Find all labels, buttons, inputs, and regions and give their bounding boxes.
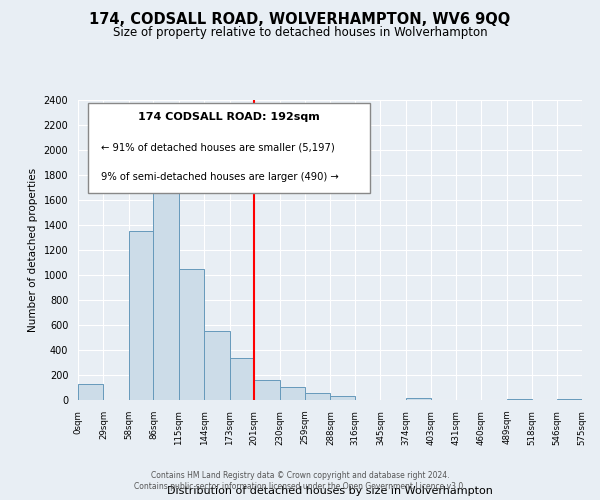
Text: Size of property relative to detached houses in Wolverhampton: Size of property relative to detached ho… bbox=[113, 26, 487, 39]
Bar bbox=[129, 231, 154, 400]
Bar bbox=[331, 396, 355, 400]
Bar bbox=[78, 384, 103, 400]
Text: Contains public sector information licensed under the Open Government Licence v3: Contains public sector information licen… bbox=[134, 482, 466, 491]
X-axis label: Distribution of detached houses by size in Wolverhampton: Distribution of detached houses by size … bbox=[167, 486, 493, 496]
Text: 174 CODSALL ROAD: 192sqm: 174 CODSALL ROAD: 192sqm bbox=[139, 112, 320, 122]
Bar bbox=[406, 398, 431, 400]
Bar bbox=[305, 392, 331, 400]
Bar bbox=[179, 269, 204, 400]
Bar bbox=[154, 165, 179, 400]
Text: ← 91% of detached houses are smaller (5,197): ← 91% of detached houses are smaller (5,… bbox=[101, 142, 334, 152]
Bar bbox=[204, 331, 230, 400]
Text: 9% of semi-detached houses are larger (490) →: 9% of semi-detached houses are larger (4… bbox=[101, 172, 338, 182]
Bar bbox=[280, 387, 305, 400]
Bar bbox=[230, 358, 254, 400]
Text: 174, CODSALL ROAD, WOLVERHAMPTON, WV6 9QQ: 174, CODSALL ROAD, WOLVERHAMPTON, WV6 9Q… bbox=[89, 12, 511, 28]
Bar bbox=[254, 380, 280, 400]
Text: Contains HM Land Registry data © Crown copyright and database right 2024.: Contains HM Land Registry data © Crown c… bbox=[151, 471, 449, 480]
FancyBboxPatch shape bbox=[88, 103, 370, 193]
Y-axis label: Number of detached properties: Number of detached properties bbox=[28, 168, 38, 332]
